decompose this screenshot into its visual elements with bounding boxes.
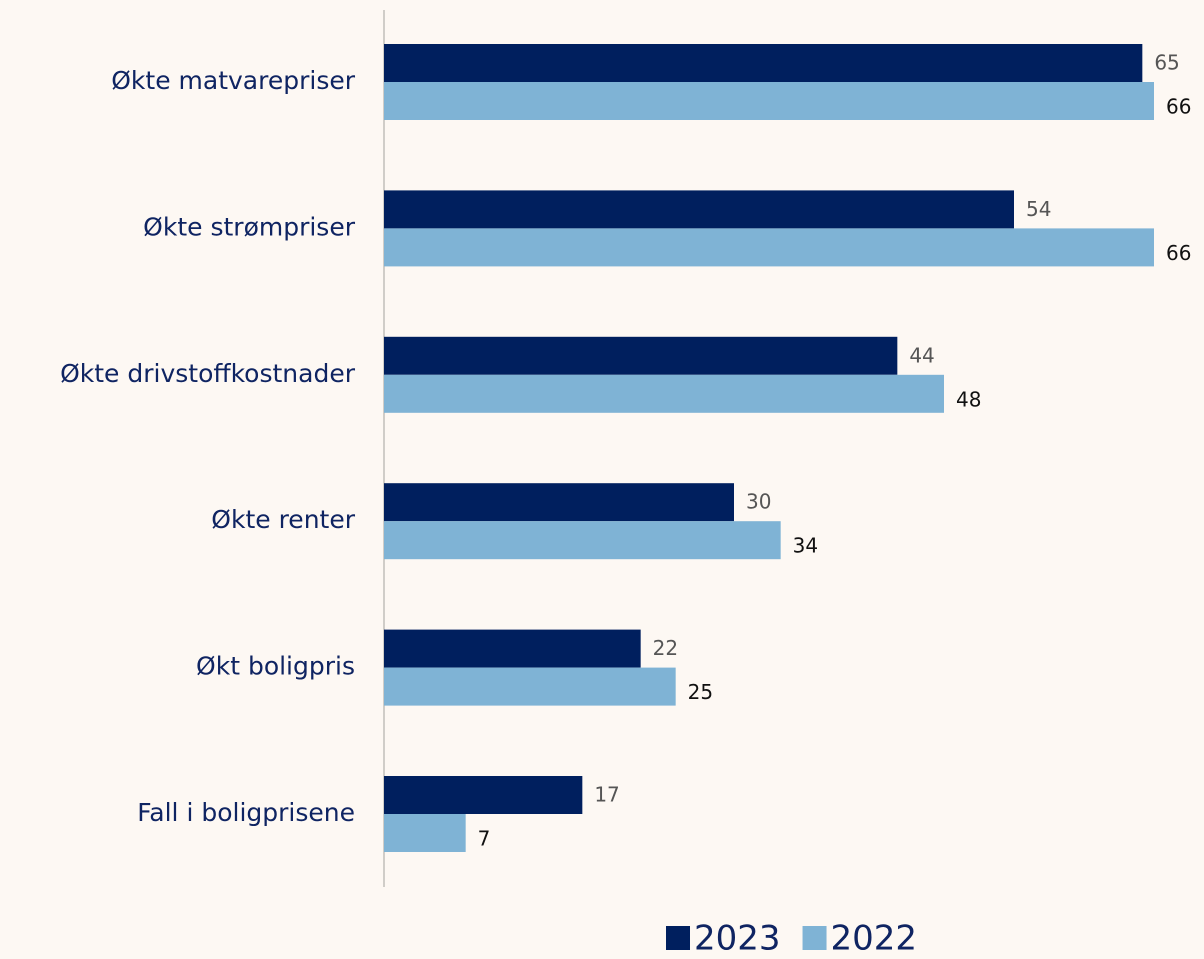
value-label: 17 <box>594 783 619 807</box>
legend-swatch <box>802 926 827 950</box>
bar <box>384 521 781 560</box>
category-label: Økte strømpriser <box>143 212 356 241</box>
value-label: 54 <box>1026 197 1051 221</box>
bar <box>384 483 734 522</box>
category-label: Økte renter <box>211 505 355 534</box>
category-label: Fall i boligprisene <box>137 798 355 827</box>
bar <box>384 374 944 413</box>
legend-swatch <box>666 926 690 950</box>
value-label: 66 <box>1166 241 1191 265</box>
value-label: 66 <box>1166 95 1191 119</box>
bar <box>384 336 898 375</box>
bar <box>384 44 1143 82</box>
category-label: Økte drivstoffkostnader <box>60 359 356 388</box>
value-label: 7 <box>478 827 491 851</box>
bar <box>384 82 1154 120</box>
legend-label: 2023 <box>694 919 781 959</box>
value-label: 25 <box>688 680 713 704</box>
category-label: Økte matvarepriser <box>111 66 355 95</box>
value-label: 65 <box>1154 51 1179 75</box>
value-label: 22 <box>653 636 678 660</box>
bar <box>384 228 1154 267</box>
legend-label: 2022 <box>831 919 918 959</box>
value-label: 48 <box>956 387 981 411</box>
category-label: Økt boligpris <box>196 652 355 681</box>
bar <box>384 629 641 668</box>
bar <box>384 190 1014 229</box>
bar <box>384 667 676 706</box>
value-label: 30 <box>746 490 771 514</box>
bar <box>384 776 583 814</box>
bar <box>384 814 466 852</box>
value-label: 44 <box>909 343 934 367</box>
value-label: 34 <box>793 534 818 558</box>
